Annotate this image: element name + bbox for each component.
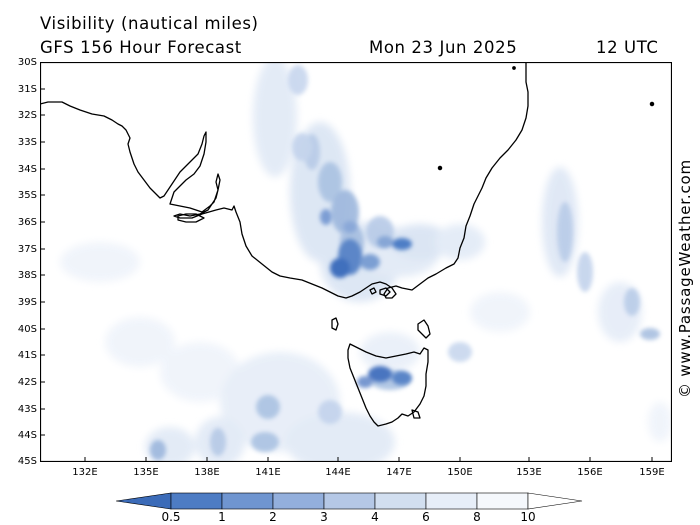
colorbar-segment: [221, 492, 274, 510]
lon-label: 144E: [325, 467, 351, 478]
lon-label: 141E: [255, 467, 281, 478]
lat-label: 42S: [17, 377, 37, 388]
lon-label: 132E: [72, 467, 98, 478]
colorbar-label: 2: [269, 510, 277, 524]
lat-label: 37S: [17, 244, 37, 255]
map-border: [40, 62, 672, 462]
lat-label: 41S: [17, 350, 37, 361]
colorbar-arrow-right: [527, 492, 583, 510]
colorbar: [116, 492, 583, 510]
colorbar-segment: [476, 492, 529, 510]
lat-label: 45S: [17, 456, 37, 467]
colorbar-label: 8: [473, 510, 481, 524]
lat-label: 35S: [17, 190, 37, 201]
colorbar-label: 0.5: [161, 510, 181, 524]
lon-label: 135E: [133, 467, 159, 478]
forecast-date: Mon 23 Jun 2025: [369, 38, 518, 57]
lat-label: 38S: [17, 270, 37, 281]
coastline: [40, 62, 655, 427]
lon-label: 147E: [386, 467, 412, 478]
colorbar-label: 10: [520, 510, 536, 524]
colorbar-label: 1: [218, 510, 226, 524]
lat-label: 44S: [17, 430, 37, 441]
colorbar-segment: [323, 492, 376, 510]
chart-title: Visibility (nautical miles): [40, 14, 259, 33]
colorbar-arrow-left: [116, 492, 172, 510]
credit-text: © www.PassageWeather.com: [676, 159, 694, 398]
colorbar-label: 3: [320, 510, 328, 524]
lon-label: 153E: [516, 467, 542, 478]
colorbar-label: 6: [422, 510, 430, 524]
lat-label: 36S: [17, 217, 37, 228]
colorbar-label: 4: [371, 510, 379, 524]
lat-label: 31S: [17, 84, 37, 95]
colorbar-segment: [425, 492, 478, 510]
forecast-label: GFS 156 Hour Forecast: [40, 38, 242, 57]
colorbar-segment: [272, 492, 325, 510]
visibility-shading-dense: [320, 209, 412, 388]
lon-label: 138E: [194, 467, 220, 478]
lat-label: 32S: [17, 110, 37, 121]
visibility-map[interactable]: [40, 62, 672, 462]
colorbar-segment: [374, 492, 427, 510]
colorbar-segment: [170, 492, 223, 510]
lon-label: 150E: [447, 467, 473, 478]
lon-label: 156E: [577, 467, 603, 478]
lat-label: 39S: [17, 297, 37, 308]
lat-label: 43S: [17, 404, 37, 415]
lon-label: 159E: [639, 467, 665, 478]
lat-label: 33S: [17, 137, 37, 148]
lat-label: 30S: [17, 57, 37, 68]
lat-label: 40S: [17, 324, 37, 335]
lat-label: 34S: [17, 164, 37, 175]
forecast-time: 12 UTC: [596, 38, 659, 57]
